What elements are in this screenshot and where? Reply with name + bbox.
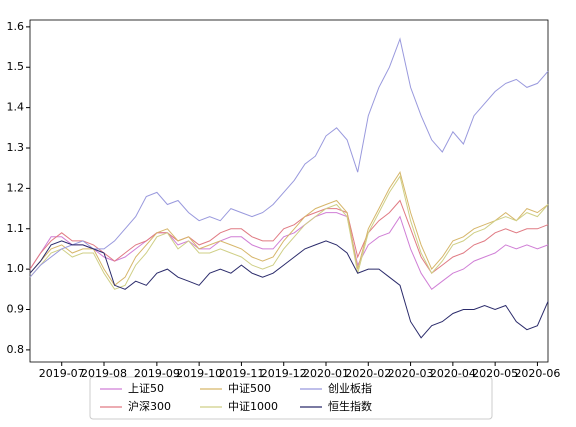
legend-label: 上证50	[128, 382, 164, 395]
series-line	[29, 212, 549, 291]
series-line	[29, 170, 549, 287]
x-tick-label: 2019-08	[81, 367, 127, 380]
y-tick-label: 1.1	[7, 222, 25, 235]
legend-box	[89, 376, 493, 420]
plot-frame	[29, 19, 549, 363]
y-tick-label: 1.6	[7, 20, 25, 33]
x-tick-label: 2020-02	[345, 367, 391, 380]
x-tick-label: 2019-07	[39, 367, 85, 380]
series-line	[29, 175, 549, 290]
x-tick-label: 2019-12	[261, 367, 307, 380]
x-tick-label: 2020-04	[430, 367, 476, 380]
x-tick-label: 2020-01	[303, 367, 349, 380]
x-tick-label: 2019-11	[218, 367, 264, 380]
x-tick-label: 2019-09	[134, 367, 180, 380]
series-line	[29, 199, 549, 274]
legend-label: 沪深300	[128, 399, 171, 413]
y-tick-label: 0.9	[7, 303, 25, 316]
y-tick-label: 1.0	[7, 262, 25, 275]
y-tick-label: 1.5	[7, 60, 25, 73]
x-tick-label: 2020-06	[514, 367, 560, 380]
series-line	[29, 240, 549, 339]
y-tick-label: 1.3	[7, 141, 25, 154]
legend-label: 中证500	[228, 382, 271, 395]
x-tick-label: 2020-03	[388, 367, 434, 380]
legend-label: 恒生指数	[328, 399, 372, 413]
y-tick-label: 0.8	[7, 343, 25, 356]
legend-label: 中证1000	[228, 400, 278, 413]
y-tick-label: 1.2	[7, 181, 25, 194]
y-tick-label: 1.4	[7, 101, 25, 114]
x-tick-label: 2019-10	[176, 367, 222, 380]
series-line	[29, 37, 549, 278]
legend-label: 创业板指	[328, 381, 372, 395]
x-tick-label: 2020-05	[472, 367, 518, 380]
